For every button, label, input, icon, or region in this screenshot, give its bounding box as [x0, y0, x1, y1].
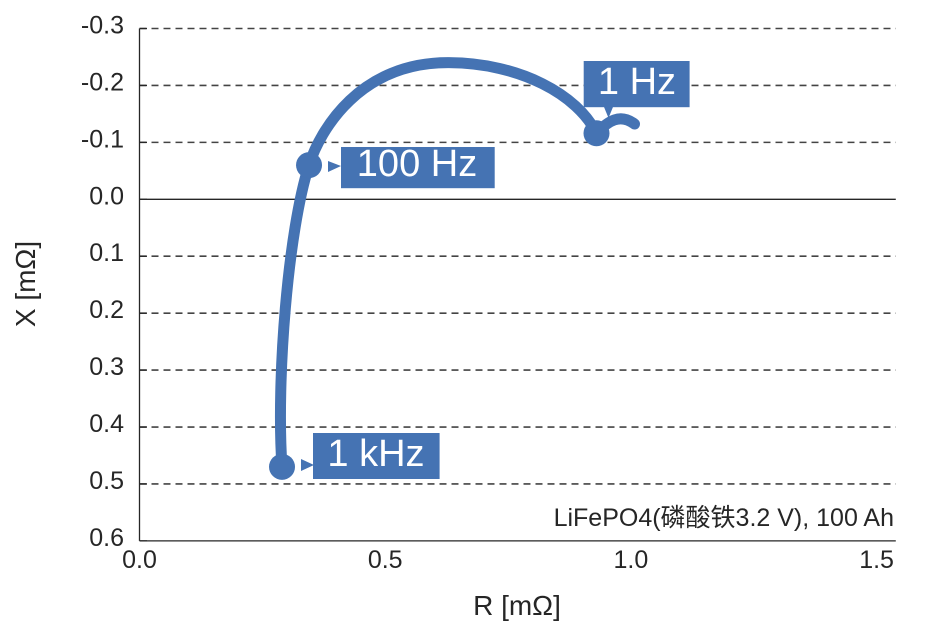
svg-text:R [mΩ]: R [mΩ]	[473, 590, 561, 621]
svg-text:0.5: 0.5	[89, 467, 124, 495]
svg-text:0.1: 0.1	[89, 239, 124, 267]
svg-text:-0.3: -0.3	[81, 12, 124, 40]
svg-text:1.5: 1.5	[859, 546, 894, 574]
svg-text:0.2: 0.2	[89, 296, 124, 324]
svg-text:1.0: 1.0	[614, 546, 649, 574]
svg-text:0.3: 0.3	[89, 353, 124, 381]
svg-text:1 kHz: 1 kHz	[327, 433, 424, 475]
svg-text:0.0: 0.0	[89, 182, 124, 210]
svg-text:X [mΩ]: X [mΩ]	[10, 241, 41, 327]
svg-text:0.4: 0.4	[89, 410, 124, 438]
svg-text:100 Hz: 100 Hz	[357, 143, 477, 185]
svg-text:-0.1: -0.1	[81, 125, 124, 153]
svg-text:0.5: 0.5	[368, 546, 403, 574]
svg-text:0.0: 0.0	[122, 546, 157, 574]
svg-text:LiFePO4(磷酸铁3.2 V), 100 Ah: LiFePO4(磷酸铁3.2 V), 100 Ah	[554, 504, 894, 532]
svg-text:0.6: 0.6	[89, 524, 124, 552]
svg-text:1 Hz: 1 Hz	[598, 61, 676, 103]
svg-text:-0.2: -0.2	[81, 68, 124, 96]
